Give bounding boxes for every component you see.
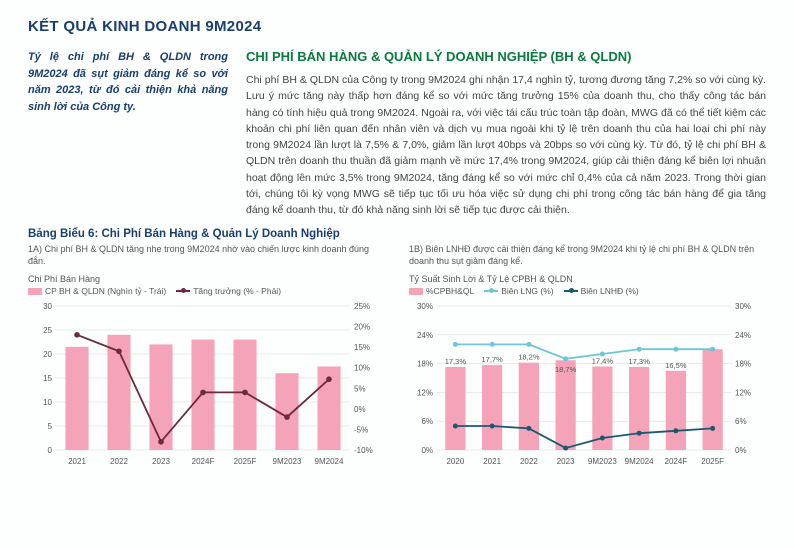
chart2-svg: 0% 6% 12% 18% 24% 30% 0% 6% 12% 18% 24% 30% 17,3% 17,… [409, 300, 759, 470]
svg-text:16,5%: 16,5% [665, 361, 687, 370]
line-swatch-icon [484, 290, 498, 292]
chart2-legend-bar: %CPBH&QL [409, 286, 474, 296]
chart-2: 1B) Biên LNHĐ được cải thiện đáng kể tro… [409, 244, 766, 470]
svg-text:24%: 24% [417, 331, 433, 340]
svg-text:20%: 20% [354, 323, 370, 332]
svg-text:15: 15 [43, 374, 52, 383]
svg-text:25: 25 [43, 326, 52, 335]
svg-text:18%: 18% [417, 360, 433, 369]
svg-text:6%: 6% [421, 418, 433, 427]
body-text: Chi phí BH & QLDN của Công ty trong 9M20… [246, 72, 766, 218]
section-title: CHI PHÍ BÁN HÀNG & QUẢN LÝ DOANH NGHIỆP … [246, 49, 766, 64]
svg-text:30%: 30% [735, 302, 751, 311]
svg-text:10: 10 [43, 398, 52, 407]
svg-text:2025F: 2025F [701, 457, 724, 466]
highlight-column: Tỷ lệ chi phí BH & QLDN trong 9M2024 đã … [28, 49, 228, 218]
svg-text:2023: 2023 [557, 457, 575, 466]
chart1-axis-title: Chi Phí Bán Hàng [28, 274, 385, 284]
chart2-axis-title: Tỷ Suất Sinh Lời & Tỷ Lệ CPBH & QLDN [409, 274, 766, 284]
svg-text:9M2024: 9M2024 [315, 457, 344, 466]
svg-text:2024F: 2024F [665, 457, 688, 466]
svg-text:2022: 2022 [520, 457, 538, 466]
svg-text:25%: 25% [354, 302, 370, 311]
svg-text:12%: 12% [735, 389, 751, 398]
page-title: KẾT QUẢ KINH DOANH 9M2024 [28, 18, 766, 35]
svg-text:30: 30 [43, 302, 52, 311]
line-swatch-icon [176, 290, 190, 292]
svg-text:17,7%: 17,7% [481, 355, 503, 364]
svg-text:18%: 18% [735, 360, 751, 369]
svg-text:-10%: -10% [354, 446, 373, 455]
bar-swatch-icon [409, 288, 423, 295]
svg-text:2022: 2022 [110, 457, 128, 466]
svg-text:20: 20 [43, 350, 52, 359]
svg-text:5: 5 [48, 422, 53, 431]
main-column: CHI PHÍ BÁN HÀNG & QUẢN LÝ DOANH NGHIỆP … [246, 49, 766, 218]
chart2-legend-line2-label: Biên LNHĐ (%) [581, 286, 639, 296]
svg-text:2024F: 2024F [192, 457, 215, 466]
svg-text:5%: 5% [354, 385, 366, 394]
chart2-subtitle: 1B) Biên LNHĐ được cải thiện đáng kể tro… [409, 244, 766, 268]
svg-text:0%: 0% [735, 446, 747, 455]
intro-row: Tỷ lệ chi phí BH & QLDN trong 9M2024 đã … [28, 49, 766, 218]
chart1-legend-bar: CP BH & QLDN (Nghìn tỷ - Trái) [28, 286, 166, 296]
chart-1: 1A) Chi phí BH & QLDN tăng nhẹ trong 9M2… [28, 244, 385, 470]
chart1-legend-bar-label: CP BH & QLDN (Nghìn tỷ - Trái) [45, 286, 166, 296]
svg-text:9M2023: 9M2023 [273, 457, 302, 466]
highlight-text: Tỷ lệ chi phí BH & QLDN trong 9M2024 đã … [28, 49, 228, 115]
svg-text:18,7%: 18,7% [555, 366, 577, 375]
chart1-svg: 0 5 10 15 20 25 30 -10% -5% 0% 5% 10% 15% 20% 25% 2021 2… [28, 300, 378, 470]
svg-text:9M2023: 9M2023 [588, 457, 617, 466]
svg-text:0%: 0% [354, 405, 366, 414]
svg-text:2020: 2020 [446, 457, 464, 466]
chart1-legend-line: Tăng trưởng (% - Phải) [176, 286, 281, 296]
svg-text:15%: 15% [354, 344, 370, 353]
chart2-legend-line1-label: Biên LNG (%) [501, 286, 553, 296]
chart2-legend: %CPBH&QL Biên LNG (%) Biên LNHĐ (%) [409, 286, 766, 296]
svg-text:-5%: -5% [354, 426, 368, 435]
svg-text:18,2%: 18,2% [518, 353, 540, 362]
svg-text:0: 0 [48, 446, 53, 455]
charts-row: 1A) Chi phí BH & QLDN tăng nhẹ trong 9M2… [28, 244, 766, 470]
bar-swatch-icon [28, 288, 42, 295]
svg-text:9M2024: 9M2024 [625, 457, 654, 466]
chart1-legend-line-label: Tăng trưởng (% - Phải) [193, 286, 281, 296]
svg-text:17,3%: 17,3% [445, 357, 467, 366]
chart2-legend-line1: Biên LNG (%) [484, 286, 553, 296]
svg-text:17,4%: 17,4% [592, 357, 614, 366]
chart-header: Bảng Biểu 6: Chi Phí Bán Hàng & Quản Lý … [28, 228, 766, 240]
svg-text:0%: 0% [421, 446, 433, 455]
svg-text:24%: 24% [735, 331, 751, 340]
svg-text:10%: 10% [354, 364, 370, 373]
svg-text:2021: 2021 [68, 457, 86, 466]
chart2-legend-bar-label: %CPBH&QL [426, 286, 474, 296]
line-swatch-icon [564, 290, 578, 292]
svg-text:6%: 6% [735, 418, 747, 427]
svg-text:2023: 2023 [152, 457, 170, 466]
chart1-subtitle: 1A) Chi phí BH & QLDN tăng nhẹ trong 9M2… [28, 244, 385, 268]
chart1-legend: CP BH & QLDN (Nghìn tỷ - Trái) Tăng trưở… [28, 286, 385, 296]
svg-text:12%: 12% [417, 389, 433, 398]
svg-text:17,3%: 17,3% [628, 357, 650, 366]
svg-text:30%: 30% [417, 302, 433, 311]
svg-text:2025F: 2025F [234, 457, 257, 466]
svg-text:2021: 2021 [483, 457, 501, 466]
chart2-legend-line2: Biên LNHĐ (%) [564, 286, 639, 296]
